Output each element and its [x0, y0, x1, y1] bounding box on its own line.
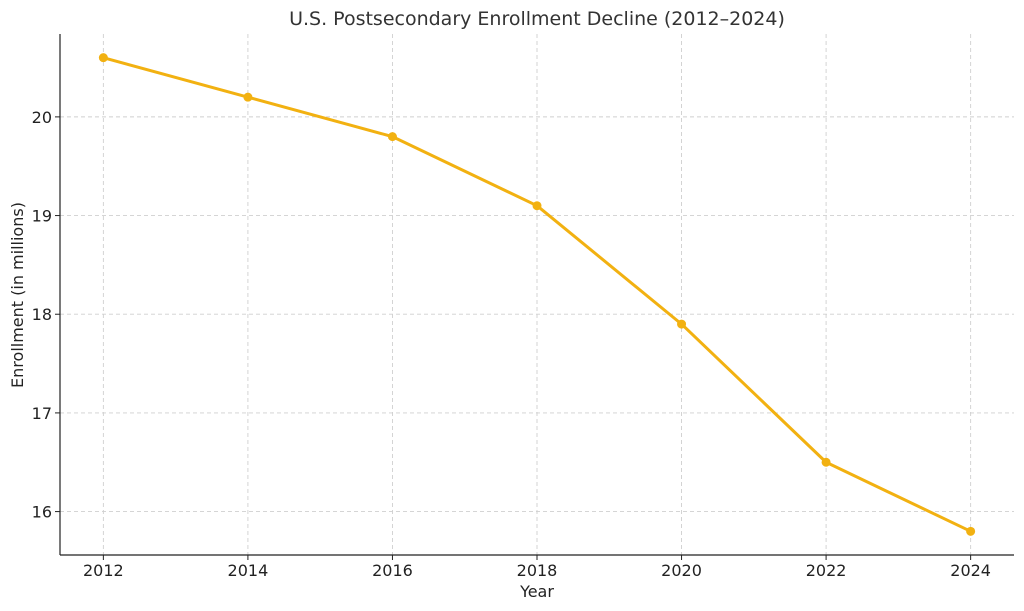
y-tick-label: 16 — [32, 503, 52, 522]
data-point — [966, 526, 976, 536]
data-point — [821, 457, 831, 467]
y-tick-label: 17 — [32, 404, 52, 423]
x-tick-label: 2014 — [228, 561, 269, 580]
x-tick-label: 2024 — [950, 561, 991, 580]
y-tick-label: 18 — [32, 305, 52, 324]
data-point — [677, 319, 687, 329]
data-point — [532, 201, 542, 211]
data-point — [243, 92, 253, 102]
x-tick-label: 2020 — [661, 561, 702, 580]
data-point — [98, 53, 108, 63]
y-axis-label: Enrollment (in millions) — [8, 202, 27, 388]
x-axis-label: Year — [519, 582, 554, 601]
grid — [60, 34, 1014, 555]
data-points — [98, 53, 976, 536]
x-tick-label: 2012 — [83, 561, 124, 580]
y-tick-label: 20 — [32, 108, 52, 127]
chart-title: U.S. Postsecondary Enrollment Decline (2… — [289, 8, 785, 30]
x-tick-label: 2018 — [517, 561, 558, 580]
x-tick-label: 2016 — [372, 561, 413, 580]
x-tick-label: 2022 — [806, 561, 847, 580]
data-point — [387, 132, 397, 142]
y-tick-label: 19 — [32, 207, 52, 226]
ticks: 2012 2014 2016 2018 2020 2022 2024 16 17 18 19 20 — [32, 108, 991, 580]
